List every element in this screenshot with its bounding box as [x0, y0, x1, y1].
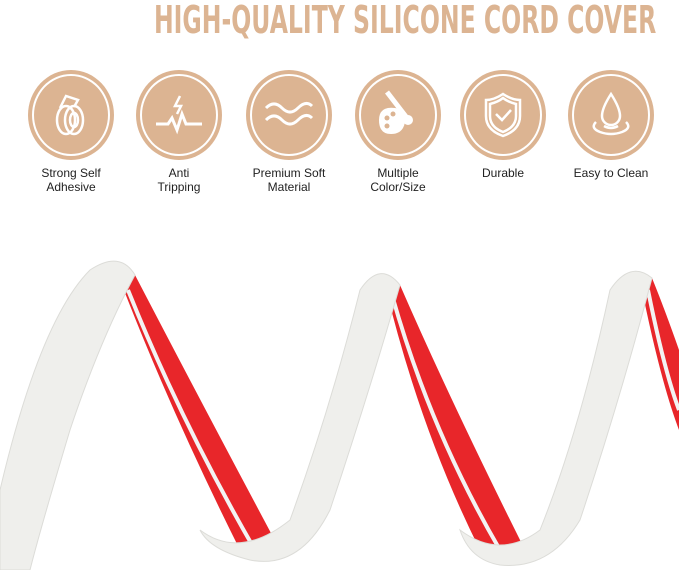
feature-label: Strong Self [41, 166, 101, 180]
cord-red-adhesive [120, 275, 679, 552]
feature-multiple-color: Multiple Color/Size [343, 70, 453, 194]
feature-label: Color/Size [370, 180, 426, 194]
feature-label: Multiple [377, 166, 419, 180]
cord-white-body [0, 260, 653, 570]
shield-check-icon [460, 70, 546, 160]
feature-soft-material: Premium Soft Material [234, 70, 344, 194]
feature-strong-adhesive: Strong Self Adhesive [16, 70, 126, 194]
lightning-pulse-icon [136, 70, 222, 160]
feature-label: Durable [481, 166, 525, 180]
cord-cover-image [0, 260, 679, 570]
feature-label: Tripping [157, 180, 201, 194]
feature-label: Material [267, 180, 311, 194]
feature-label: Adhesive [46, 180, 96, 194]
title-text: HIGH-QUALITY SILICONE CORD COVER [153, 0, 657, 42]
feature-label: Premium Soft [252, 166, 326, 180]
water-drop-icon [568, 70, 654, 160]
waves-icon [246, 70, 332, 160]
feature-label: Easy to Clean [573, 166, 649, 180]
palette-brush-icon [355, 70, 441, 160]
feature-label: Anti [168, 166, 190, 180]
feature-easy-clean: Easy to Clean [556, 70, 666, 180]
page-title: HIGH-QUALITY SILICONE CORD COVER [0, 0, 679, 42]
feature-durable: Durable [448, 70, 558, 180]
tape-roll-icon [28, 70, 114, 160]
feature-anti-tripping: Anti Tripping [124, 70, 234, 194]
